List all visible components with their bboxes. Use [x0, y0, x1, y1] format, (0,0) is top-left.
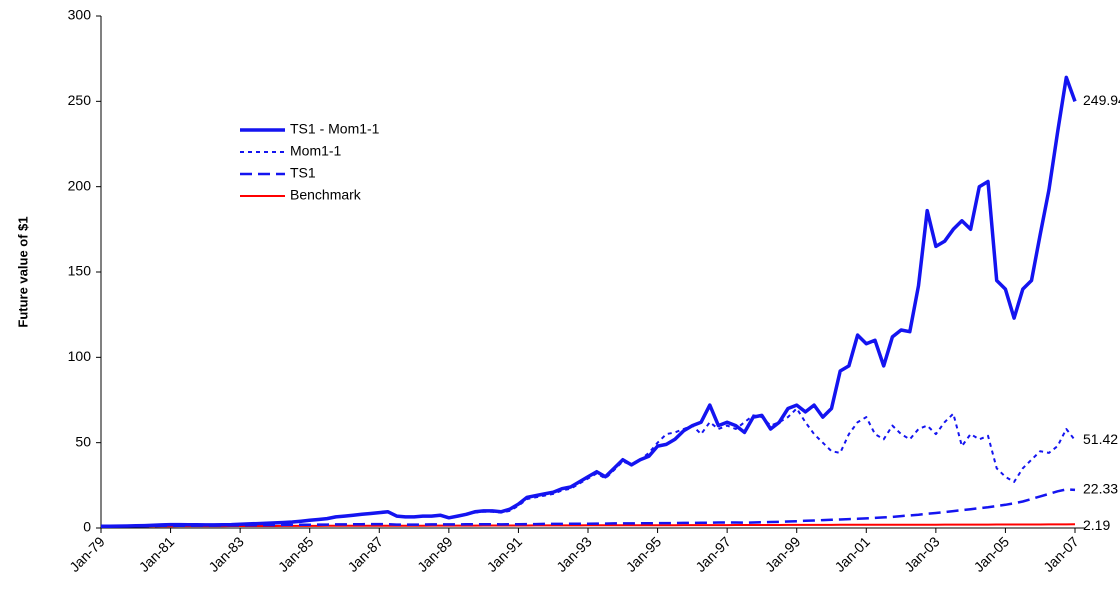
legend-label: Mom1-1 [290, 143, 342, 159]
y-axis-label: Future value of $1 [15, 216, 30, 327]
y-tick-label: 150 [68, 263, 92, 279]
y-tick-label: 100 [68, 348, 92, 364]
series-line [101, 407, 1076, 528]
legend-label: TS1 [290, 165, 316, 181]
x-tick-label: Jan-91 [484, 533, 526, 575]
end-value-label: 51.42 [1083, 431, 1118, 447]
y-tick-label: 50 [75, 433, 91, 449]
end-value-label: 22.33 [1083, 481, 1118, 497]
x-tick-label: Jan-93 [553, 533, 595, 575]
y-tick-label: 300 [68, 7, 92, 23]
y-tick-label: 0 [83, 519, 91, 535]
end-value-label: 249.94 [1083, 92, 1120, 108]
x-tick-label: Jan-97 [692, 533, 734, 575]
y-tick-label: 250 [68, 92, 92, 108]
x-tick-label: Jan-05 [971, 533, 1013, 575]
x-tick-label: Jan-89 [414, 533, 456, 575]
series-line [101, 75, 1077, 529]
x-tick-label: Jan-79 [66, 533, 108, 575]
series-line [101, 488, 1076, 528]
legend-label: Benchmark [290, 187, 362, 203]
x-tick-label: Jan-95 [623, 533, 665, 575]
x-tick-label: Jan-01 [831, 533, 873, 575]
end-value-label: 2.19 [1083, 517, 1110, 533]
x-tick-label: Jan-81 [136, 533, 178, 575]
legend-label: TS1 - Mom1-1 [290, 121, 380, 137]
x-tick-label: Jan-03 [901, 533, 943, 575]
x-tick-label: Jan-87 [344, 533, 386, 575]
x-tick-label: Jan-07 [1040, 533, 1082, 575]
x-tick-label: Jan-85 [275, 533, 317, 575]
y-tick-label: 200 [68, 177, 92, 193]
x-tick-label: Jan-83 [205, 533, 247, 575]
x-tick-label: Jan-99 [762, 533, 804, 575]
